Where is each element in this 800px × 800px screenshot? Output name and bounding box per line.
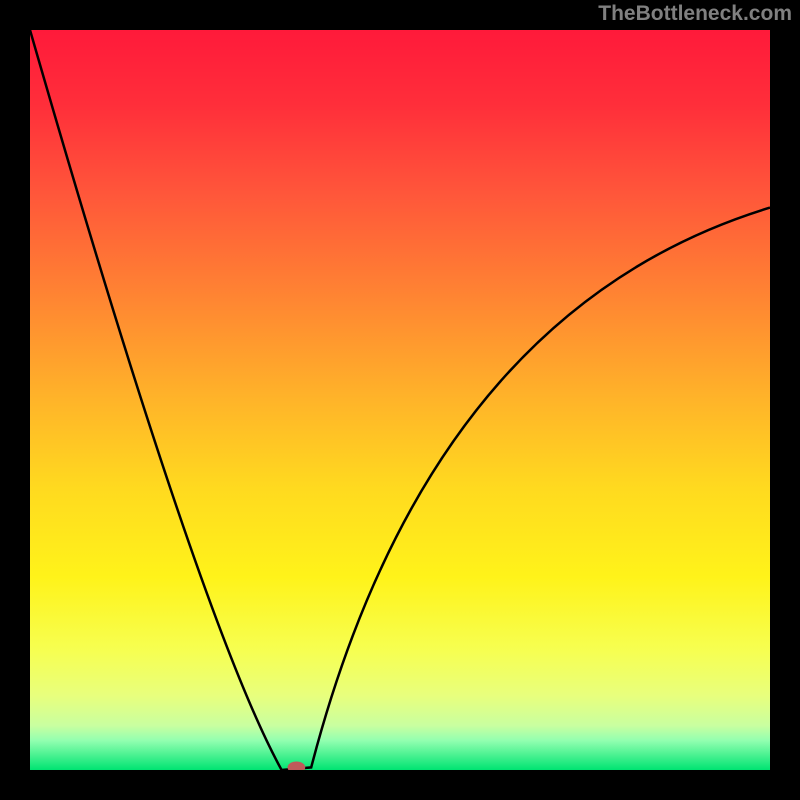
chart-canvas: TheBottleneck.com: [0, 0, 800, 800]
watermark-text: TheBottleneck.com: [598, 2, 792, 26]
bottleneck-chart: [0, 0, 800, 800]
